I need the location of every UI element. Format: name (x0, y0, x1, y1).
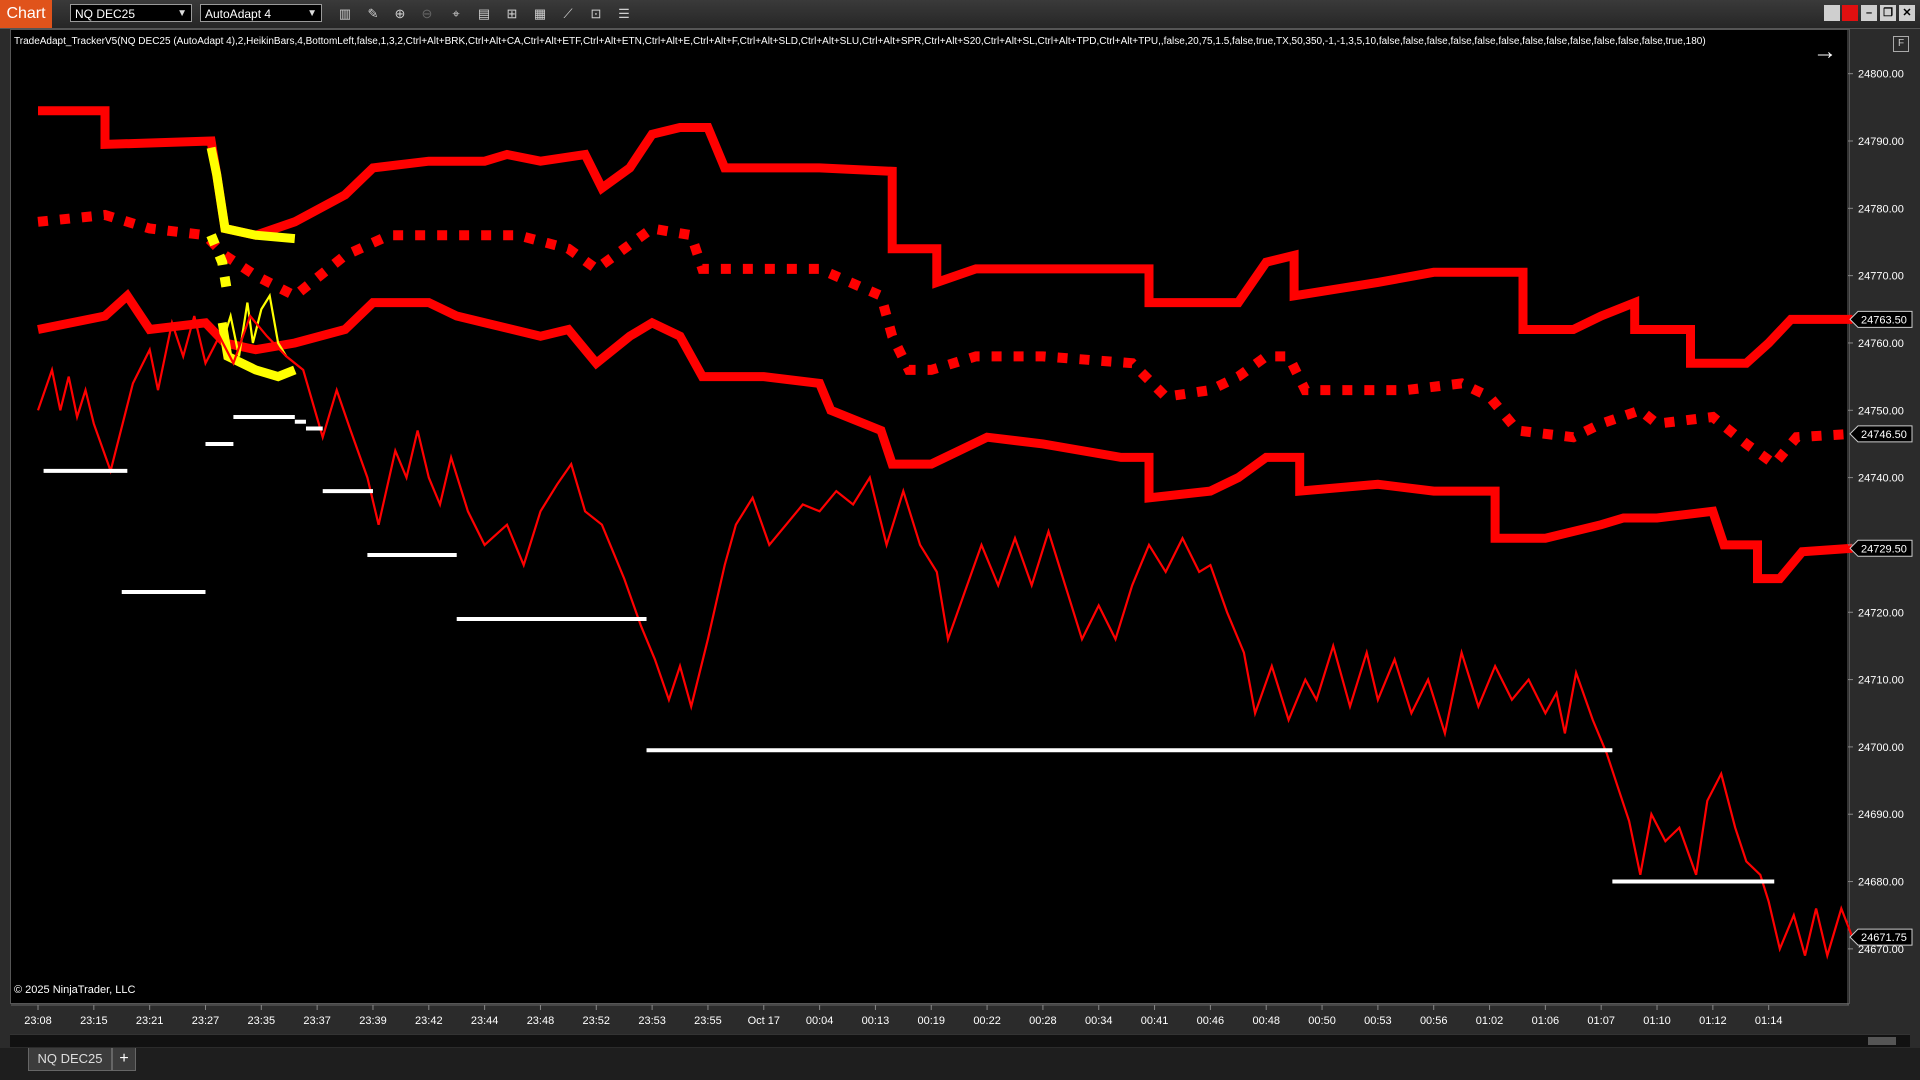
x-tick-label: 23:48 (527, 1015, 555, 1027)
x-tick-label: 00:34 (1085, 1015, 1113, 1027)
x-tick-label: 23:35 (248, 1015, 276, 1027)
x-tick-label: 23:21 (136, 1015, 164, 1027)
properties-icon[interactable]: ▤ (477, 6, 491, 21)
add-tab-button[interactable]: + (112, 1048, 136, 1071)
price-marker (1849, 310, 1913, 328)
indicator-label: TradeAdapt_TrackerV5(NQ DEC25 (AutoAdapt… (14, 36, 1706, 47)
maximize-icon[interactable]: ❐ (1880, 5, 1896, 21)
zoom-out-icon[interactable]: ⊖ (421, 6, 433, 21)
y-tick-label: 24700.00 (1858, 742, 1904, 754)
data-series-icon[interactable]: ⊞ (506, 6, 518, 21)
price-marker (1849, 928, 1913, 946)
x-tick-label: 00:50 (1308, 1015, 1336, 1027)
arrow-right-icon[interactable]: → (1813, 38, 1837, 65)
y-tick-label: 24720.00 (1858, 607, 1904, 619)
price-chart[interactable]: 24800.00 24790.00 24780.00 24770.00 24760.00… (0, 0, 1920, 1048)
y-tick-label: 24800.00 (1858, 69, 1904, 81)
price-marker-label: 24763.50 (1861, 314, 1907, 326)
x-tick-label: 23:27 (192, 1015, 220, 1027)
close-icon[interactable]: ✕ (1899, 5, 1915, 21)
strategies-icon[interactable]: ⟋ (563, 6, 573, 21)
y-tick-label: 24680.00 (1858, 877, 1904, 889)
x-tick-label: 23:37 (303, 1015, 331, 1027)
x-tick-label: 23:08 (24, 1015, 52, 1027)
window-option-icon[interactable] (1824, 5, 1840, 21)
bar-style-icon[interactable]: ▥ (338, 6, 352, 21)
y-tick-label: 24750.00 (1858, 405, 1904, 417)
x-tick-label: 00:04 (806, 1015, 834, 1027)
price-marker-label: 24671.75 (1861, 932, 1907, 944)
x-tick-label: 00:13 (862, 1015, 890, 1027)
series-price (36, 313, 1854, 960)
price-marker (1849, 425, 1913, 443)
x-tick-label: 00:56 (1420, 1015, 1448, 1027)
x-tick-label: 00:46 (1197, 1015, 1225, 1027)
x-tick-label: 01:14 (1755, 1015, 1783, 1027)
x-tick-label: 23:55 (694, 1015, 722, 1027)
y-tick-label: 24670.00 (1858, 944, 1904, 956)
y-tick-label: 24760.00 (1858, 338, 1904, 350)
chevron-down-icon: ▼ (307, 8, 317, 19)
x-tick-label: 01:07 (1587, 1015, 1615, 1027)
x-tick-label: 01:06 (1532, 1015, 1560, 1027)
x-tick-label: Oct 17 (748, 1015, 780, 1027)
y-tick-label: 24740.00 (1858, 473, 1904, 485)
x-tick-label: 01:02 (1476, 1015, 1504, 1027)
indicators-icon[interactable]: ▦ (533, 6, 547, 21)
bar-type-select-value: AutoAdapt 4 (205, 7, 272, 21)
x-tick-label: 00:22 (973, 1015, 1001, 1027)
scrollbar-thumb[interactable] (1868, 1037, 1896, 1045)
window-color-icon[interactable] (1842, 5, 1858, 21)
x-tick-label: 00:28 (1029, 1015, 1057, 1027)
copyright-text: © 2025 NinjaTrader, LLC (14, 984, 136, 996)
x-tick-label: 01:12 (1699, 1015, 1727, 1027)
x-tick-label: 23:39 (359, 1015, 387, 1027)
instrument-select-value: NQ DEC25 (75, 7, 136, 21)
x-tick-label: 23:53 (638, 1015, 666, 1027)
y-tick-label: 24690.00 (1858, 809, 1904, 821)
snapshot-icon[interactable]: ⊡ (590, 6, 602, 21)
pencil-icon[interactable]: ✎ (367, 6, 379, 21)
price-marker-label: 24729.50 (1861, 543, 1907, 555)
x-tick-label: 00:53 (1364, 1015, 1392, 1027)
crosshair-icon[interactable]: ⌖ (452, 6, 460, 21)
series-highlight-upper (206, 146, 296, 244)
instrument-tab-bar: NQ DEC25 + (0, 1048, 1920, 1080)
y-tick-label: 24710.00 (1858, 675, 1904, 687)
panel-toggle-icon[interactable]: F (1893, 36, 1909, 52)
x-tick-label: 00:19 (917, 1015, 945, 1027)
series-middle-band (37, 209, 1853, 471)
x-tick-label: 00:41 (1141, 1015, 1169, 1027)
chart-menu-button[interactable]: Chart (0, 0, 52, 28)
series-upper-band (38, 106, 1853, 368)
y-tick-label: 24790.00 (1858, 136, 1904, 148)
chevron-down-icon: ▼ (177, 8, 187, 19)
price-marker (1849, 539, 1913, 557)
horizontal-scrollbar[interactable] (10, 1034, 1910, 1047)
x-tick-label: 23:42 (415, 1015, 443, 1027)
minimize-icon[interactable]: – (1861, 5, 1877, 21)
series-highlight-lower (217, 322, 297, 382)
price-marker-label: 24746.50 (1861, 429, 1907, 441)
series-highlight-middle (206, 233, 233, 297)
x-tick-label: 00:48 (1252, 1015, 1280, 1027)
y-tick-label: 24780.00 (1858, 203, 1904, 215)
x-tick-label: 23:52 (583, 1015, 611, 1027)
x-tick-label: 01:10 (1643, 1015, 1671, 1027)
x-tick-label: 23:15 (80, 1015, 108, 1027)
series-highlight-price (221, 292, 288, 357)
zoom-in-icon[interactable]: ⊕ (394, 6, 406, 21)
instrument-select[interactable]: NQ DEC25 ▼ (70, 4, 192, 22)
list-icon[interactable]: ☰ (618, 6, 630, 21)
series-lower-band (37, 288, 1853, 584)
chart-panel[interactable] (10, 29, 1850, 1004)
chart-toolbar: Chart NQ DEC25 ▼ AutoAdapt 4 ▼ ▥ ✎ ⊕ ⊖ ⌖… (0, 0, 1920, 29)
x-tick-label: 23:44 (471, 1015, 499, 1027)
tab-nq-dec25[interactable]: NQ DEC25 (28, 1048, 112, 1071)
y-tick-label: 24770.00 (1858, 271, 1904, 283)
bar-type-select[interactable]: AutoAdapt 4 ▼ (200, 4, 322, 22)
